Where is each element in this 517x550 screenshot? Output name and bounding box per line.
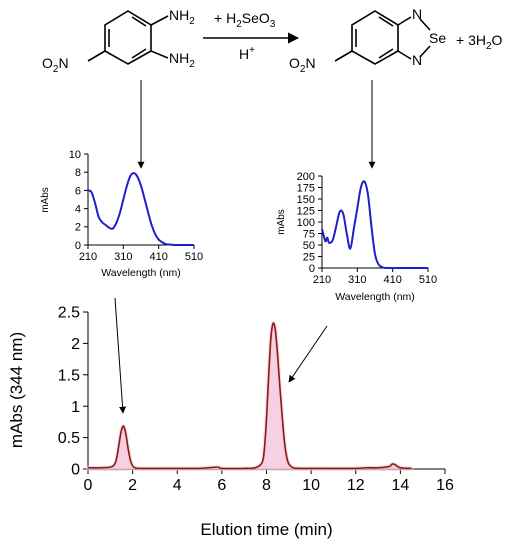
x-tick-label: 510 [419,274,437,286]
x-axis-title: Wavelength (nm) [335,291,415,303]
y-tick-label: 2 [75,222,81,234]
reactant-bonds [87,15,169,62]
y-tick-label: 175 [297,182,315,194]
y-tick-label: 75 [303,228,315,240]
y-tick-label: 0.5 [58,430,80,447]
series-line [87,172,194,246]
y-tick-label: 0 [75,240,81,252]
y-tick-label: 125 [297,205,315,217]
product-selenium: Se [429,30,446,46]
x-tick-label: 14 [391,477,409,494]
x-tick-label: 12 [347,477,365,494]
hplc-chromatogram: 0 2 4 6 8 10 12 14 16 0 0.5 1 1.5 2 2.5 Elution time (m… [7,305,454,539]
y-axis-title: mAbs [40,187,51,213]
product-molecule: N Se N O2N [289,6,446,75]
x-tick-label: 210 [79,251,97,263]
y-tick-label: 8 [75,167,81,179]
x-tick-label: 2 [128,477,137,494]
x-tick-label: 6 [217,477,226,494]
x-tick-label: 310 [114,251,132,263]
reactant-amine-bottom-label: NH2 [169,50,195,70]
y-tick-label: 0 [71,462,80,479]
arrow-spectrum-to-peak2 [288,325,328,383]
product-nitrogen-bottom: N [412,52,422,68]
series-line [321,180,428,269]
reagent-acid-catalyst: H+ [239,45,255,62]
product-benzene-ring [351,10,399,65]
x-tick-label: 16 [436,477,454,494]
x-tick-label: 410 [149,251,167,263]
y-tick-label: 1.5 [58,367,80,384]
x-tick-label: 4 [173,477,182,494]
x-tick-label: 8 [262,477,271,494]
x-tick-label: 210 [313,274,331,286]
connector-arrows [114,80,376,414]
y-tick-label: 0 [309,263,315,275]
reactant-benzene-ring [104,10,152,65]
product-nitrogen-top: N [412,6,422,22]
reactant-molecule: NH2 NH2 O2N [42,7,195,75]
reactant-amine-top-label: NH2 [169,7,195,27]
y-tick-label: 2.5 [58,305,80,322]
x-tick-label: 410 [383,274,401,286]
y-axis-title: mAbs (344 nm) [7,332,26,448]
product-nitro-label: O2N [289,55,316,75]
y-tick-label: 200 [297,171,315,183]
reactant-nitro-label: O2N [42,55,69,75]
y-tick-label: 50 [303,240,315,252]
y-tick-label: 4 [75,203,81,215]
reagent-selenious-acid: + H2SeO3 [214,10,276,30]
x-tick-label: 510 [185,251,203,263]
y-tick-label: 2 [71,336,80,353]
y-tick-label: 6 [75,185,81,197]
series-line [87,322,412,470]
y-axis-title: mAbs [276,209,287,235]
reactant-uv-spectrum: 210 310 410 510 0 2 4 6 8 10 Wavelength (nm) mAbs [40,149,203,279]
x-tick-label: 10 [302,477,320,494]
y-tick-label: 150 [297,194,315,206]
x-axis-title: Wavelength (nm) [101,267,181,279]
x-tick-label: 0 [84,477,93,494]
byproduct-water: + 3H2O [456,32,503,52]
arrow-spectrum-to-peak1 [114,297,127,414]
x-tick-label: 310 [348,274,366,286]
y-tick-label: 10 [69,149,81,161]
product-thiadiazole-bonds [334,16,431,62]
series-area [86,321,414,471]
y-tick-label: 25 [303,251,315,263]
y-tick-label: 100 [297,217,315,229]
y-tick-label: 1 [71,399,80,416]
x-axis-title: Elution time (min) [200,520,332,539]
